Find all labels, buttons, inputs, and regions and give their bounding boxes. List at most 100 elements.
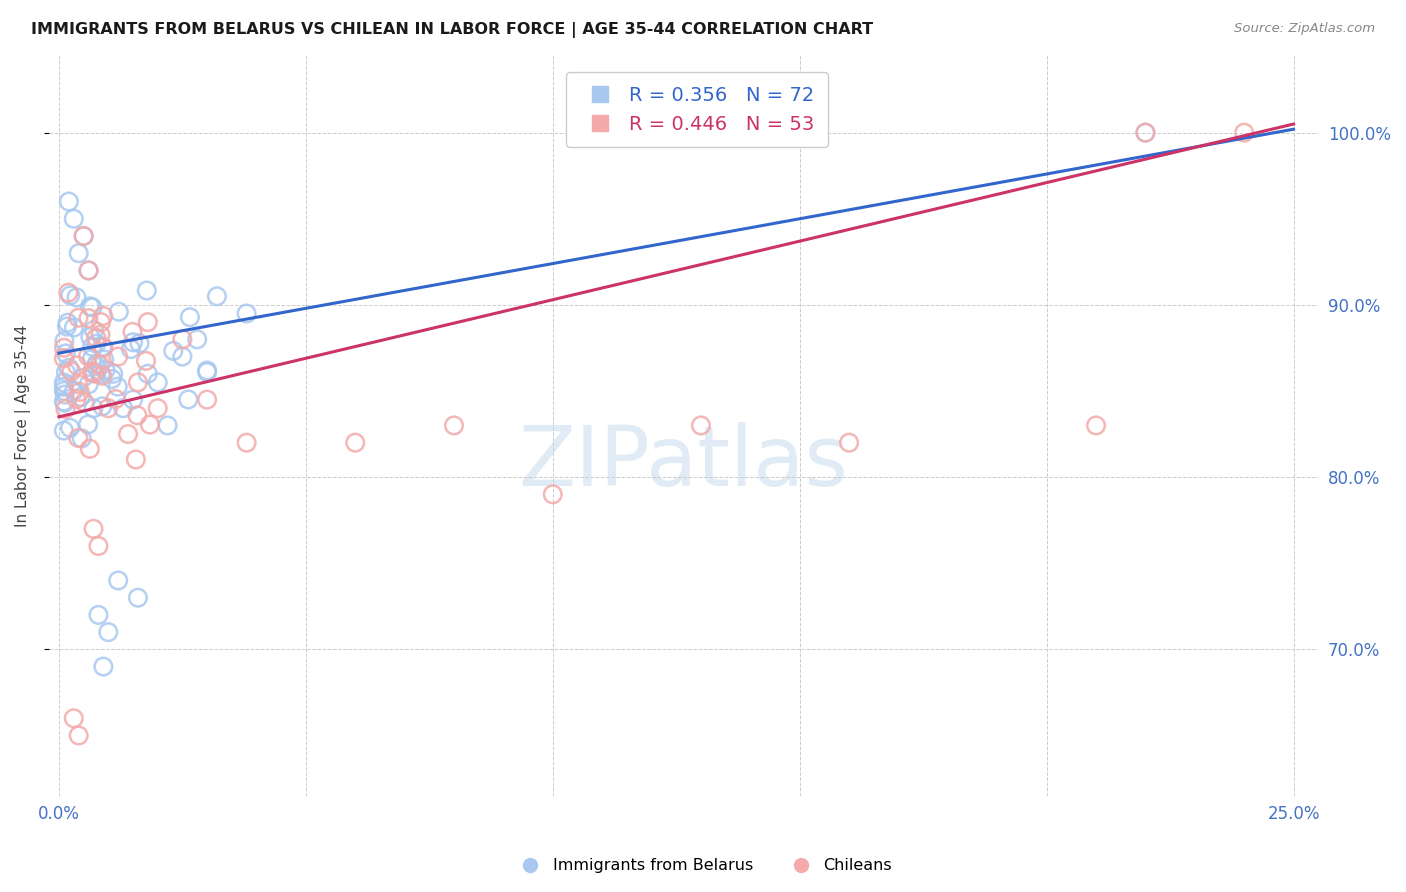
Point — [55, 346, 77, 360]
Point — [541, 487, 564, 501]
Point — [101, 372, 124, 386]
Point — [112, 401, 135, 416]
Point — [146, 376, 169, 390]
Point — [66, 377, 89, 392]
Point — [89, 358, 111, 372]
Point — [65, 392, 87, 406]
Point — [120, 342, 142, 356]
Point — [52, 380, 75, 394]
Point — [91, 400, 114, 414]
Point — [108, 304, 131, 318]
Point — [86, 336, 108, 351]
Point — [80, 365, 103, 379]
Text: ZIPatlas: ZIPatlas — [519, 422, 849, 503]
Text: Source: ZipAtlas.com: Source: ZipAtlas.com — [1234, 22, 1375, 36]
Point — [136, 315, 159, 329]
Point — [89, 327, 111, 342]
Point — [91, 340, 114, 354]
Point — [107, 379, 129, 393]
Point — [52, 394, 75, 409]
Point — [69, 384, 91, 399]
Point — [83, 367, 105, 381]
Point — [146, 401, 169, 416]
Point — [58, 360, 80, 375]
Point — [66, 359, 89, 373]
Point — [83, 401, 105, 416]
Point — [83, 323, 105, 337]
Point — [77, 349, 100, 363]
Point — [77, 263, 100, 277]
Point — [84, 331, 107, 345]
Point — [67, 729, 90, 743]
Point — [1085, 418, 1108, 433]
Point — [79, 299, 101, 313]
Point — [127, 376, 149, 390]
Point — [235, 435, 257, 450]
Point — [55, 402, 77, 417]
Y-axis label: In Labor Force | Age 35-44: In Labor Force | Age 35-44 — [15, 325, 31, 526]
Legend: R = 0.356   N = 72, R = 0.446   N = 53: R = 0.356 N = 72, R = 0.446 N = 53 — [567, 72, 828, 147]
Point — [52, 384, 75, 398]
Point — [135, 354, 157, 368]
Point — [162, 343, 184, 358]
Point — [70, 432, 93, 446]
Point — [83, 522, 105, 536]
Point — [77, 417, 100, 432]
Point — [90, 315, 112, 329]
Point — [90, 367, 112, 381]
Point — [344, 435, 367, 450]
Point — [58, 194, 80, 209]
Point — [63, 320, 86, 334]
Point — [55, 365, 77, 379]
Point — [179, 310, 201, 325]
Point — [56, 316, 79, 330]
Point — [82, 301, 104, 315]
Point — [93, 341, 115, 355]
Point — [172, 350, 194, 364]
Point — [690, 418, 713, 433]
Point — [91, 368, 114, 383]
Point — [59, 288, 82, 302]
Point — [67, 310, 90, 325]
Point — [77, 311, 100, 326]
Point — [186, 332, 208, 346]
Point — [86, 356, 108, 370]
Point — [52, 424, 75, 438]
Point — [59, 421, 82, 435]
Text: IMMIGRANTS FROM BELARUS VS CHILEAN IN LABOR FORCE | AGE 35-44 CORRELATION CHART: IMMIGRANTS FROM BELARUS VS CHILEAN IN LA… — [31, 22, 873, 38]
Point — [94, 363, 117, 377]
Point — [52, 351, 75, 366]
Point — [107, 574, 129, 588]
Point — [72, 229, 94, 244]
Point — [121, 325, 143, 339]
Point — [136, 367, 159, 381]
Point — [53, 387, 76, 401]
Point — [103, 367, 125, 381]
Point — [77, 377, 100, 392]
Point — [56, 319, 79, 334]
Point — [82, 366, 104, 380]
Point — [128, 336, 150, 351]
Point — [67, 431, 90, 445]
Point — [87, 539, 110, 553]
Point — [117, 427, 139, 442]
Point — [195, 392, 218, 407]
Point — [127, 591, 149, 605]
Point — [104, 392, 127, 406]
Point — [87, 607, 110, 622]
Point — [122, 335, 145, 350]
Point — [127, 409, 149, 423]
Point — [1135, 126, 1157, 140]
Point — [53, 334, 76, 348]
Point — [82, 340, 104, 354]
Point — [73, 395, 96, 409]
Point — [205, 289, 228, 303]
Point — [177, 392, 200, 407]
Point — [235, 306, 257, 320]
Point — [79, 330, 101, 344]
Point — [195, 365, 218, 379]
Legend: Immigrants from Belarus, Chileans: Immigrants from Belarus, Chileans — [508, 852, 898, 880]
Point — [72, 371, 94, 385]
Point — [135, 284, 157, 298]
Point — [65, 290, 87, 304]
